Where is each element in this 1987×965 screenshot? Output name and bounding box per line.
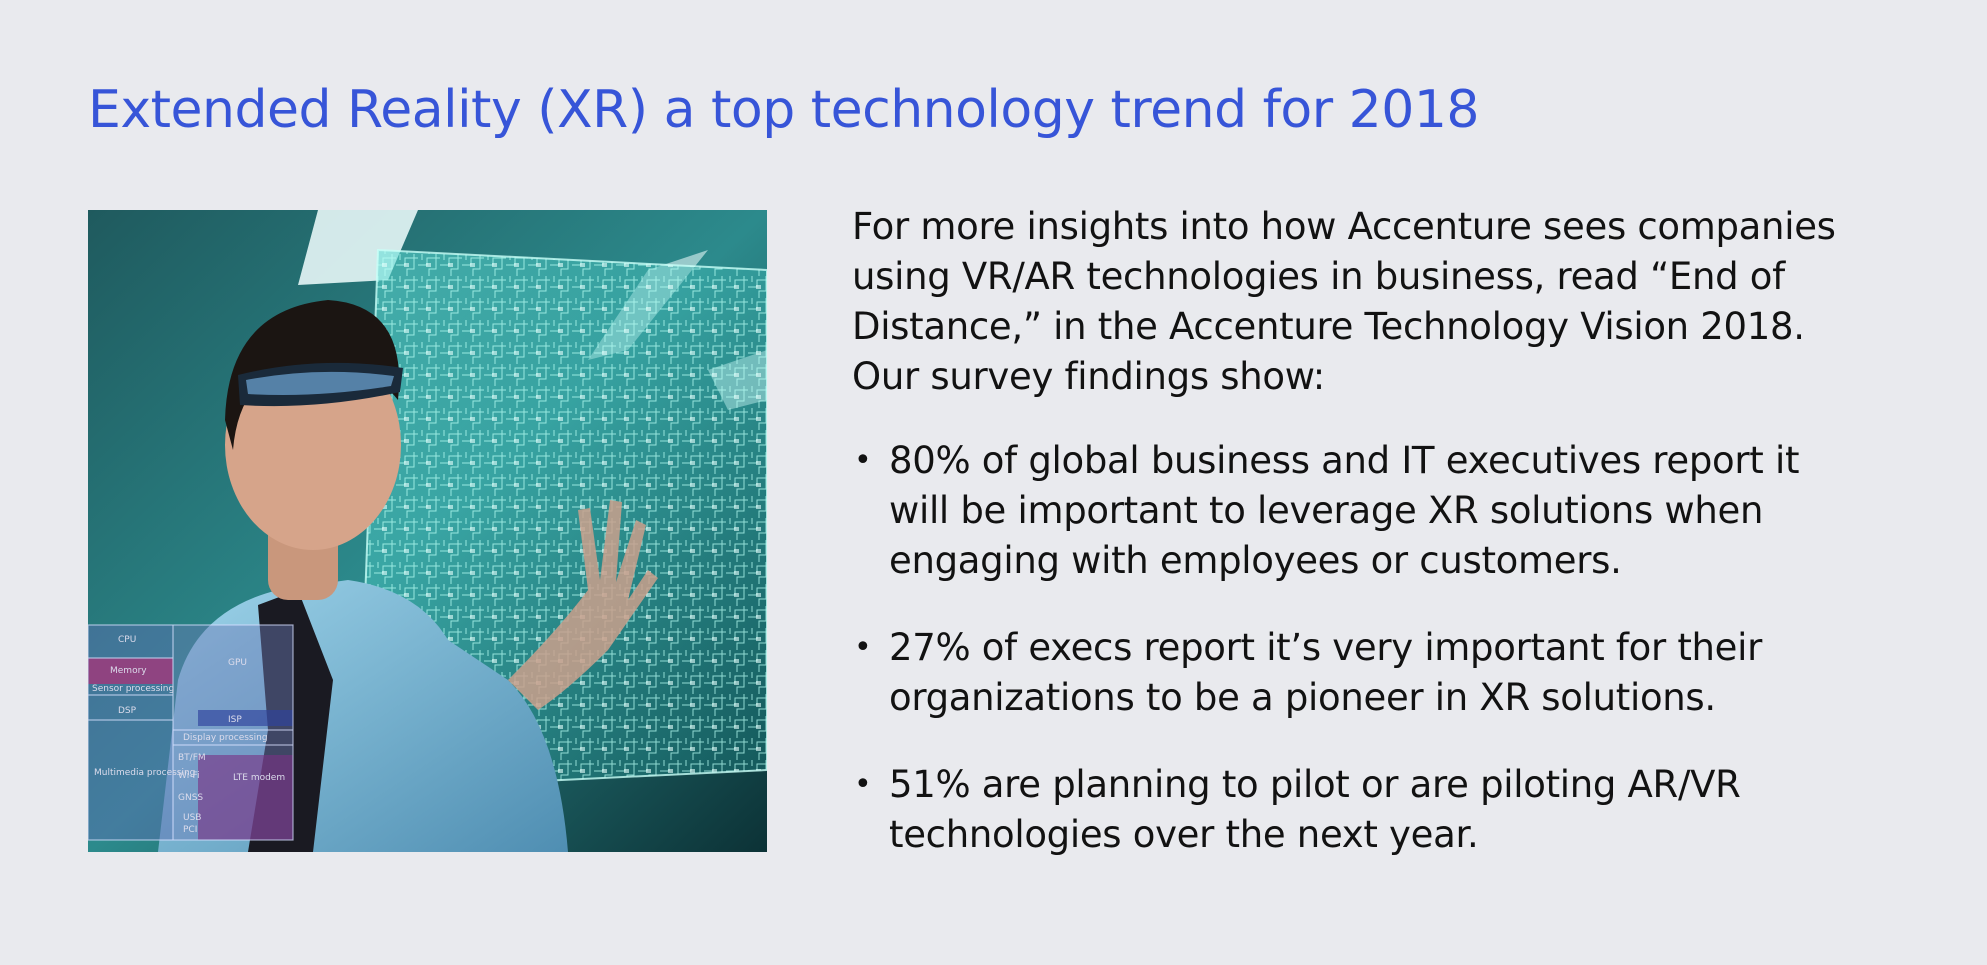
chip-label-wifi: Wi-Fi: [178, 771, 199, 781]
chip-label-gpu: GPU: [228, 658, 247, 668]
xr-headset-photo: CPU Memory Sensor processing DSP Multime…: [88, 210, 767, 852]
bullet-icon: •: [854, 630, 872, 665]
chip-label-sensor: Sensor processing: [92, 684, 174, 694]
finding-item: • 51% are planning to pilot or are pilot…: [852, 760, 1862, 860]
slide-title: Extended Reality (XR) a top technology t…: [88, 80, 1479, 140]
finding-item: • 27% of execs report it’s very importan…: [852, 623, 1862, 723]
finding-text: 51% are planning to pilot or are pilotin…: [889, 763, 1741, 856]
chip-label-cpu: CPU: [118, 635, 136, 645]
chip-label-usb: USB: [183, 813, 201, 823]
chip-label-multimedia: Multimedia processing: [94, 768, 195, 778]
intro-paragraph: For more insights into how Accenture see…: [852, 205, 1836, 398]
chip-label-memory: Memory: [110, 666, 147, 676]
chip-label-display: Display processing: [183, 733, 268, 743]
chip-label-lte: LTE modem: [233, 773, 285, 783]
content-text: For more insights into how Accenture see…: [852, 202, 1862, 897]
chip-label-dsp: DSP: [118, 706, 137, 716]
finding-text: 27% of execs report it’s very important …: [889, 626, 1763, 719]
chip-label-gnss: GNSS: [178, 793, 203, 803]
finding-text: 80% of global business and IT executives…: [889, 439, 1800, 582]
chip-label-isp: ISP: [228, 715, 242, 725]
bullet-icon: •: [854, 443, 872, 478]
bullet-icon: •: [854, 767, 872, 802]
chip-label-btfm: BT/FM: [178, 753, 206, 763]
findings-list: • 80% of global business and IT executiv…: [852, 436, 1862, 860]
chip-label-pci: PCI: [183, 825, 197, 835]
finding-item: • 80% of global business and IT executiv…: [852, 436, 1862, 586]
